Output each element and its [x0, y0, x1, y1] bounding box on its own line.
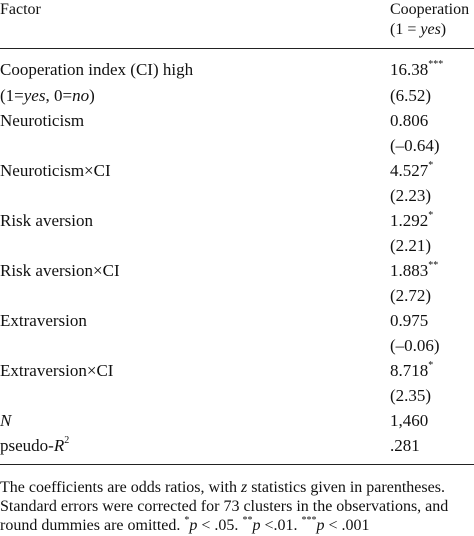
row-risk-z: (2.21)	[390, 236, 432, 255]
header-cooperation-sub: (1 = yes)	[390, 21, 447, 38]
row-ci-z: (6.52)	[390, 86, 432, 105]
row-extraversion-ci-label: Extraversion×CI	[0, 361, 114, 380]
table-note: The coefficients are odds ratios, with z…	[0, 478, 474, 535]
row-neuroticism-z: (–0.64)	[390, 136, 440, 155]
bottom-rule	[0, 464, 474, 465]
row-n-label: N	[0, 411, 12, 430]
row-risk-ci-label: Risk aversion×CI	[0, 261, 120, 280]
row-pseudo-r2-label: pseudo-R2	[0, 435, 70, 455]
row-risk-ci-z: (2.72)	[390, 286, 432, 305]
row-pseudo-r2-value: .281	[390, 436, 420, 455]
row-neuroticism-ci-z: (2.23)	[390, 186, 432, 205]
row-neuroticism-label: Neuroticism	[0, 111, 85, 130]
row-n-value: 1,460	[390, 411, 429, 430]
row-ci-label-2: (1=yes, 0=no)	[0, 86, 95, 105]
note-line-2: Standard errors were corrected for 73 cl…	[0, 498, 449, 515]
row-ci-value: 16.38***	[390, 59, 444, 79]
row-extraversion-ci-value: 8.718*	[390, 360, 434, 380]
row-risk-ci-value: 1.883**	[390, 260, 439, 280]
note-line-3: round dummies are omitted. *p < .05. **p…	[0, 514, 370, 534]
row-extraversion-value: 0.975	[390, 311, 429, 330]
header-cooperation: Cooperation	[390, 1, 470, 18]
header-factor: Factor	[0, 1, 41, 18]
row-neuroticism-ci-value: 4.527*	[390, 160, 434, 180]
header-rule	[0, 48, 474, 49]
row-extraversion-ci-z: (2.35)	[390, 386, 432, 405]
row-neuroticism-ci-label: Neuroticism×CI	[0, 161, 111, 180]
note-line-1: The coefficients are odds ratios, with z…	[0, 479, 445, 496]
row-extraversion-z: (–0.06)	[390, 336, 440, 355]
row-ci-label: Cooperation index (CI) high	[0, 60, 194, 79]
row-risk-label: Risk aversion	[0, 211, 94, 230]
row-risk-value: 1.292*	[390, 210, 434, 230]
row-extraversion-label: Extraversion	[0, 311, 87, 330]
row-neuroticism-value: 0.806	[390, 111, 429, 130]
